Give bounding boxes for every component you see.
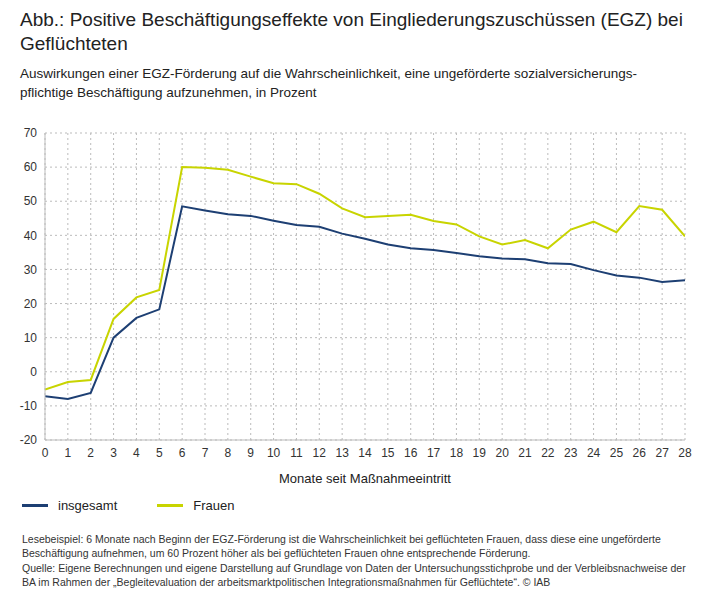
html-text:Lesebeispiel: 6 Monate nach Be: Lesebeispiel: 6 Monate nach Beginn der E… (22, 533, 661, 559)
svg-text:25: 25 (610, 446, 624, 460)
svg-text:19: 19 (473, 446, 487, 460)
svg-text:2: 2 (87, 446, 94, 460)
svg-text:7: 7 (202, 446, 209, 460)
svg-text:40: 40 (24, 229, 38, 243)
svg-text:22: 22 (541, 446, 555, 460)
svg-text:9: 9 (247, 446, 254, 460)
html-text:Abb.: Positive Beschäftigungse: Abb.: Positive Beschäftigungseffekte von… (20, 9, 683, 54)
svg-text:50: 50 (24, 194, 38, 208)
html-text:Auswirkungen einer EGZ-Förderu: Auswirkungen einer EGZ-Förderung auf die… (20, 66, 638, 100)
svg-text:27: 27 (655, 446, 669, 460)
svg-text:21: 21 (518, 446, 532, 460)
svg-text:18: 18 (450, 446, 464, 460)
svg-text:-20: -20 (20, 433, 38, 447)
svg-text:0: 0 (42, 446, 49, 460)
svg-text:8: 8 (225, 446, 232, 460)
svg-text:10: 10 (24, 331, 38, 345)
html-text:Frauen: Frauen (193, 498, 235, 513)
svg-text:24: 24 (587, 446, 601, 460)
svg-text:15: 15 (381, 446, 395, 460)
svg-text:20: 20 (495, 446, 509, 460)
svg-text:11: 11 (290, 446, 303, 460)
svg-text:13: 13 (335, 446, 349, 460)
svg-text:6: 6 (179, 446, 186, 460)
svg-text:Monate seit Maßnahmeeintritt: Monate seit Maßnahmeeintritt (279, 471, 451, 485)
svg-text:28: 28 (678, 446, 692, 460)
svg-text:30: 30 (24, 263, 38, 277)
svg-text:0: 0 (30, 365, 37, 379)
svg-text:70: 70 (24, 126, 38, 140)
svg-text:10: 10 (267, 446, 281, 460)
svg-text:14: 14 (358, 446, 372, 460)
svg-text:23: 23 (564, 446, 578, 460)
svg-text:1: 1 (65, 446, 72, 460)
svg-text:20: 20 (24, 297, 38, 311)
svg-text:16: 16 (404, 446, 418, 460)
svg-text:12: 12 (313, 446, 327, 460)
svg-text:60: 60 (24, 160, 38, 174)
svg-text:3: 3 (110, 446, 117, 460)
svg-text:5: 5 (156, 446, 163, 460)
svg-text:4: 4 (133, 446, 140, 460)
svg-text:17: 17 (427, 446, 441, 460)
html-text:insgesamt: insgesamt (58, 498, 118, 513)
svg-text:-10: -10 (20, 399, 38, 413)
svg-text:26: 26 (633, 446, 647, 460)
html-text:Quelle: Eigene Berechnungen un: Quelle: Eigene Berechnungen und eigene D… (22, 562, 686, 588)
